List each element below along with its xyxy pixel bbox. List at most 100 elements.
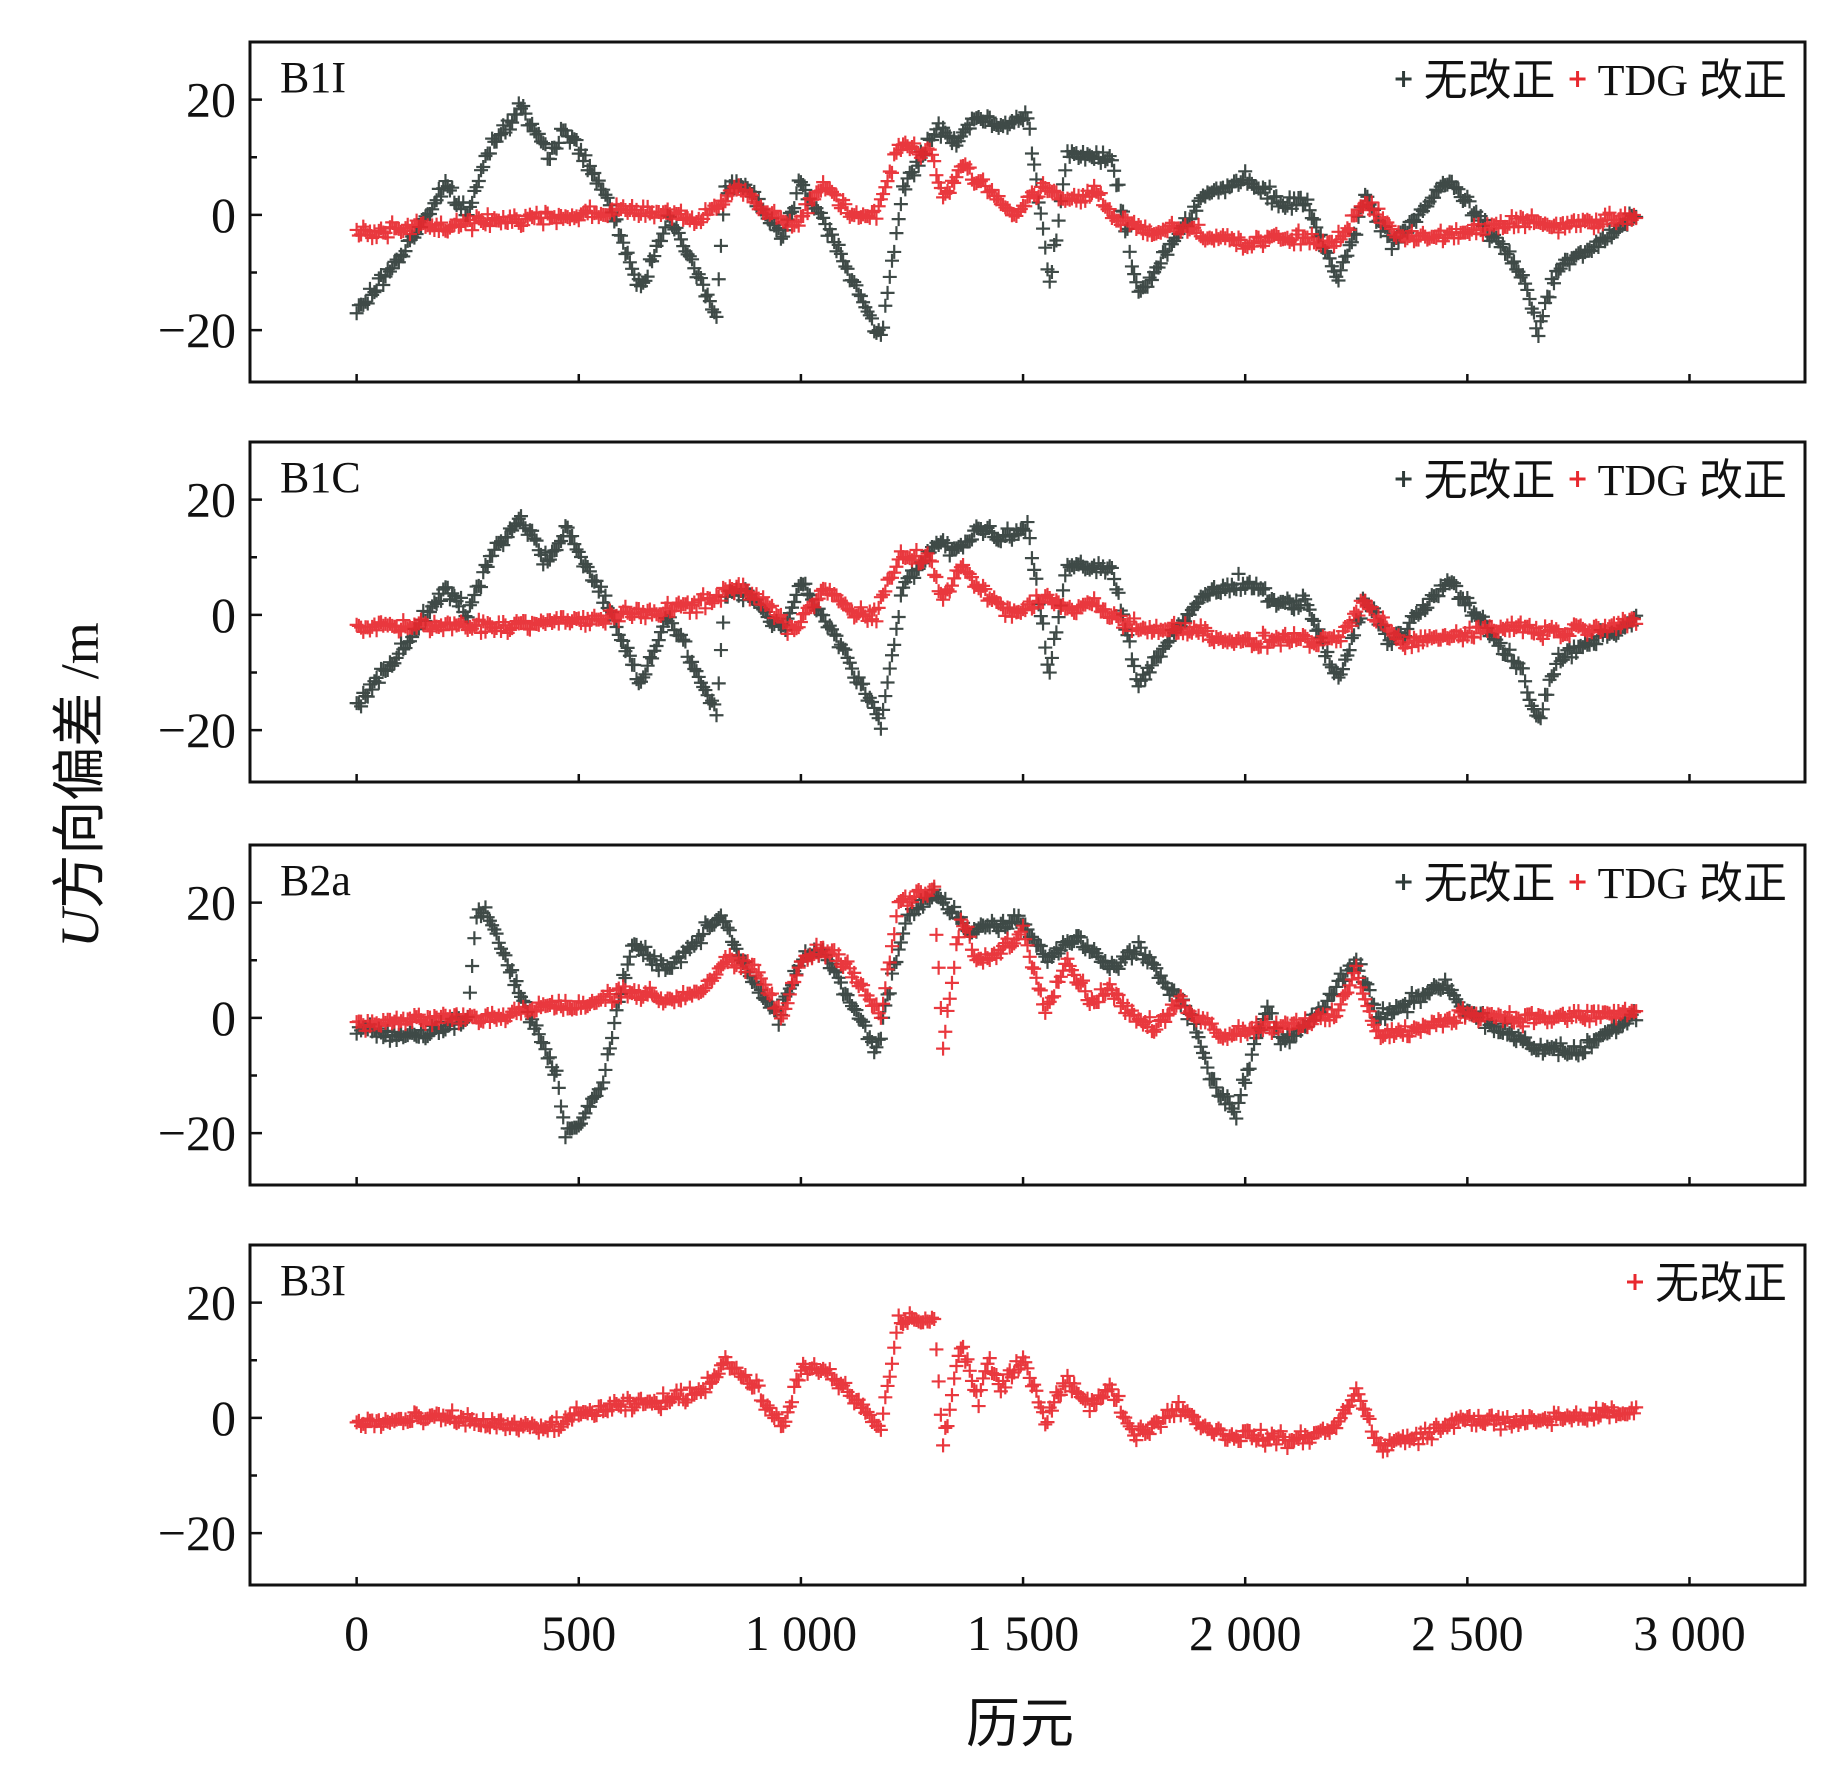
data-point-marker (531, 1027, 546, 1042)
data-point-marker (887, 565, 902, 580)
data-point-marker (1502, 244, 1517, 259)
data-point-marker (904, 165, 919, 180)
data-point-marker (1502, 642, 1517, 657)
data-point-marker (502, 965, 517, 980)
data-point-marker (1258, 581, 1273, 596)
data-point-marker (1020, 111, 1035, 126)
data-point-marker (702, 294, 717, 309)
data-point-marker (960, 1352, 975, 1367)
data-point-marker (873, 1031, 888, 1046)
data-point-marker (598, 616, 613, 631)
data-point-marker (729, 1360, 744, 1375)
data-point-marker (898, 916, 913, 931)
data-point-marker (585, 167, 600, 182)
data-point-marker (1167, 234, 1182, 249)
data-point-marker (1358, 1402, 1373, 1417)
data-point-marker (607, 993, 622, 1008)
data-point-marker (940, 183, 955, 198)
data-point-marker (1109, 582, 1124, 597)
data-point-marker (1382, 218, 1397, 233)
data-point-marker (462, 598, 477, 613)
data-point-marker (665, 616, 680, 631)
data-point-marker (1358, 992, 1373, 1007)
data-point-marker (673, 955, 688, 970)
data-point-marker (465, 223, 480, 238)
legend-label: TDG 改正 (1598, 859, 1787, 908)
data-point-marker (762, 988, 777, 1003)
data-point-marker (385, 261, 400, 276)
data-point-marker (1404, 224, 1419, 239)
data-point-marker (787, 201, 802, 216)
data-point-marker (776, 1008, 791, 1023)
data-point-marker (1491, 638, 1506, 653)
data-point-marker (1551, 264, 1566, 279)
data-point-marker (913, 556, 928, 571)
data-point-marker (1044, 990, 1059, 1005)
data-point-marker (853, 288, 868, 303)
data-point-marker (551, 1080, 566, 1095)
data-point-marker (849, 1003, 864, 1018)
data-point-marker (1333, 232, 1348, 247)
data-point-marker (971, 1399, 986, 1414)
data-point-marker (560, 520, 575, 535)
data-point-marker (1626, 207, 1641, 222)
data-point-marker (1184, 1407, 1199, 1422)
data-point-marker (1056, 583, 1071, 598)
data-point-marker (471, 174, 486, 189)
data-point-marker (856, 1397, 871, 1412)
data-point-marker (505, 963, 520, 978)
data-point-marker (1067, 967, 1082, 982)
data-point-marker (1027, 961, 1042, 976)
data-point-marker (640, 658, 655, 673)
data-point-marker (880, 174, 895, 189)
data-point-marker (896, 179, 911, 194)
data-point-marker (1111, 177, 1126, 192)
data-point-marker (618, 247, 633, 262)
data-point-marker (693, 271, 708, 286)
data-point-marker (1260, 640, 1275, 655)
data-point-marker (811, 591, 826, 606)
data-point-marker (1016, 918, 1031, 933)
data-point-marker (1513, 209, 1528, 224)
data-point-marker (1338, 1406, 1353, 1421)
data-point-marker (1535, 631, 1550, 646)
data-point-marker (889, 559, 904, 574)
legend-marker-tdg (1569, 71, 1586, 87)
data-point-marker (696, 927, 711, 942)
data-point-marker (502, 122, 517, 137)
data-point-marker (1047, 989, 1062, 1004)
data-point-marker (620, 957, 635, 972)
y-tick-label: −20 (158, 702, 236, 758)
data-point-marker (671, 225, 686, 240)
data-point-marker (1107, 572, 1122, 587)
data-point-marker (556, 1110, 571, 1125)
data-point-marker (887, 244, 902, 259)
data-point-marker (1231, 230, 1246, 245)
data-point-marker (1264, 196, 1279, 211)
data-point-marker (1531, 328, 1546, 343)
data-point-marker (778, 1414, 793, 1429)
data-point-marker (1111, 961, 1126, 976)
data-point-marker (1038, 240, 1053, 255)
data-point-marker (1311, 638, 1326, 653)
data-point-marker (467, 931, 482, 946)
data-point-marker (880, 285, 895, 300)
data-point-marker (1053, 969, 1068, 984)
data-point-marker (425, 202, 440, 217)
data-point-marker (1122, 634, 1137, 649)
data-point-marker (1340, 248, 1355, 263)
data-point-marker (371, 675, 386, 690)
data-point-marker (489, 1420, 504, 1435)
data-point-marker (838, 197, 853, 212)
data-point-marker (434, 215, 449, 230)
data-point-marker (491, 128, 506, 143)
data-point-marker (993, 597, 1008, 612)
panel-label: B3I (280, 1256, 346, 1305)
data-point-marker (605, 995, 620, 1010)
data-point-marker (396, 642, 411, 657)
data-point-marker (687, 938, 702, 953)
data-point-marker (642, 980, 657, 995)
data-point-marker (962, 534, 977, 549)
data-point-marker (736, 577, 751, 592)
